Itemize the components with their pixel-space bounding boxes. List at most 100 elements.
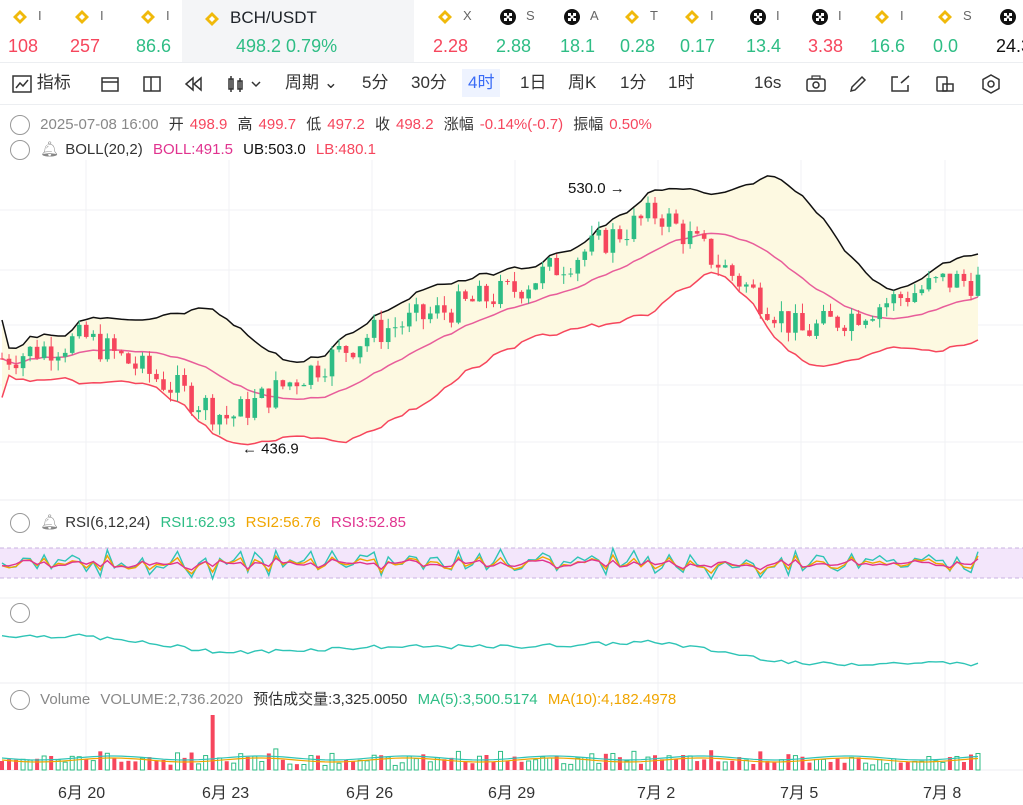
- volume-bar: [294, 764, 299, 770]
- interval-1m[interactable]: 1分: [620, 73, 647, 92]
- candle-body: [519, 291, 524, 299]
- candle-body: [736, 275, 742, 287]
- ticker-price: 18.1: [560, 36, 596, 56]
- ticker-symbol: T: [624, 8, 658, 25]
- refresh-interval[interactable]: 16s: [754, 73, 782, 92]
- candle-body: [62, 352, 68, 357]
- volume-bar: [589, 753, 595, 771]
- candle-body: [779, 311, 784, 324]
- candle-body: [835, 316, 840, 328]
- indicators-button[interactable]: 指标: [12, 69, 71, 97]
- candle-body: [638, 215, 644, 219]
- split-view-icon[interactable]: [142, 69, 162, 97]
- candle-body: [385, 328, 391, 343]
- candle-body: [659, 218, 665, 227]
- ticker-item[interactable]: I 0.17: [672, 0, 732, 62]
- period-dropdown[interactable]: 周期 ⌄: [285, 69, 338, 97]
- volume-bar: [344, 759, 349, 770]
- volume-bar: [182, 757, 187, 770]
- ticker-item[interactable]: S 0.0: [925, 0, 985, 62]
- volume-bar: [392, 764, 398, 771]
- ticker-item[interactable]: A 18.1: [552, 0, 612, 62]
- candle-body: [287, 382, 293, 387]
- ticker-item[interactable]: X 2.28: [425, 0, 485, 62]
- pencil-icon[interactable]: [848, 69, 868, 97]
- interval-5m[interactable]: 5分: [362, 73, 389, 92]
- volume-bar: [0, 761, 4, 770]
- collapse-icon[interactable]: [10, 513, 30, 534]
- candle-body: [722, 265, 728, 268]
- collapse-icon[interactable]: [10, 115, 30, 136]
- volume-bar: [554, 756, 559, 770]
- candle-body: [758, 287, 763, 315]
- ticker-item[interactable]: S 2.88: [488, 0, 548, 62]
- candle-body: [343, 346, 349, 353]
- interval-4h[interactable]: 4时: [462, 69, 501, 97]
- volume-bar: [575, 757, 581, 771]
- candle-body: [27, 346, 33, 357]
- volume-bar: [273, 748, 279, 771]
- layout-icon[interactable]: [100, 69, 120, 97]
- collapse-icon[interactable]: [10, 140, 30, 161]
- interval-1w[interactable]: 周K: [568, 73, 597, 92]
- volume-bar: [147, 757, 152, 770]
- ticker-item[interactable]: I 3.38: [800, 0, 860, 62]
- bnb-icon: [75, 9, 89, 24]
- candle-body: [336, 346, 342, 350]
- candle-body: [568, 273, 574, 275]
- candle-body: [245, 399, 251, 418]
- x-label: 6月 26: [346, 785, 394, 802]
- boll-upper-line: [1, 175, 979, 364]
- candle-body: [870, 319, 875, 321]
- candle-type-icon[interactable]: [226, 69, 262, 97]
- candle-body: [90, 333, 96, 337]
- candle-body: [814, 323, 819, 336]
- ticker-item[interactable]: I 86.6: [128, 0, 188, 62]
- candle-body: [456, 291, 461, 323]
- candle-body: [547, 257, 552, 267]
- volume-bar: [161, 759, 166, 770]
- ticker-price: 108: [8, 36, 39, 56]
- ticker-item[interactable]: 24.3: [988, 0, 1023, 62]
- volume-bar: [168, 764, 173, 770]
- fullscreen-icon[interactable]: [890, 69, 912, 97]
- settings-icon[interactable]: [980, 69, 1002, 97]
- volume-bar: [898, 762, 903, 770]
- candle-body: [357, 346, 363, 358]
- ticker-item[interactable]: I 13.4: [738, 0, 798, 62]
- candle-body: [406, 312, 412, 327]
- rewind-icon[interactable]: [184, 69, 204, 97]
- ticker-symbol: I: [12, 8, 42, 25]
- bell-icon[interactable]: 🔔︎: [40, 514, 60, 531]
- candle-body: [933, 277, 939, 279]
- ticker-item[interactable]: I 108: [0, 0, 60, 62]
- collapse-icon[interactable]: [10, 690, 30, 711]
- volume-bar: [421, 754, 426, 770]
- chart-toolbar: 指标 周期 ⌄ 5分 30分 4时 1日 周K 1分 1时 16s: [0, 62, 1023, 105]
- volume-bar: [681, 755, 686, 770]
- ticker-item[interactable]: T 0.28: [612, 0, 672, 62]
- candle-body: [961, 273, 967, 281]
- volume-bar: [849, 756, 855, 771]
- change-value: -0.14%(-0.7): [479, 116, 564, 133]
- ticker-item-active[interactable]: BCH/USDT 498.2 0.79%: [182, 0, 414, 62]
- ticker-item[interactable]: I 257: [62, 0, 122, 62]
- interval-30m[interactable]: 30分: [411, 73, 447, 92]
- camera-icon[interactable]: [805, 69, 827, 97]
- screen-rotate-icon[interactable]: [934, 69, 956, 97]
- bell-icon[interactable]: 🔔︎: [40, 141, 60, 158]
- volume-bar: [379, 755, 384, 770]
- ticker-price: 257: [70, 36, 101, 56]
- candle-body: [147, 355, 152, 374]
- expand-icon[interactable]: [10, 603, 30, 623]
- candle-body: [765, 314, 770, 320]
- interval-1d[interactable]: 1日: [520, 73, 547, 92]
- volume-bar: [596, 762, 602, 771]
- ticker-item[interactable]: I 16.6: [862, 0, 922, 62]
- interval-1h[interactable]: 1时: [668, 73, 695, 92]
- candle-body: [856, 313, 861, 325]
- rsi3-line: [2, 557, 979, 571]
- ticker-price: 0.17: [680, 36, 716, 56]
